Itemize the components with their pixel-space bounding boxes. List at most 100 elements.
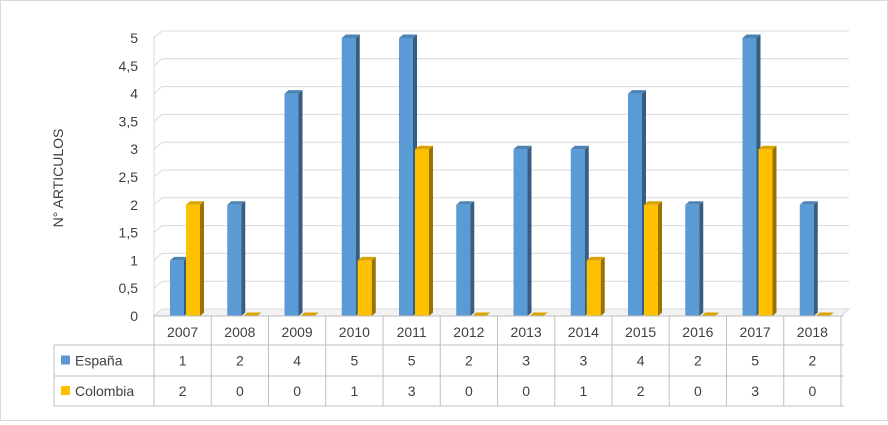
table-cell-value: 3 bbox=[751, 383, 759, 399]
bar-colombia-2008 bbox=[243, 312, 262, 316]
bar-top bbox=[513, 145, 532, 150]
bar-top bbox=[186, 201, 204, 205]
bar-top bbox=[399, 34, 417, 38]
table-cell-value: 4 bbox=[637, 353, 645, 369]
y-tick-label: 3 bbox=[130, 141, 138, 157]
gridline-side bbox=[153, 141, 163, 150]
bar-top bbox=[341, 34, 360, 38]
table-cell-value: 2 bbox=[465, 353, 473, 369]
table-cell-value: 5 bbox=[751, 353, 759, 369]
table-cell-value: 1 bbox=[179, 353, 187, 369]
table-cell-value: 2 bbox=[236, 353, 244, 369]
bar-side bbox=[355, 34, 360, 316]
bar-top bbox=[472, 312, 491, 316]
bar-colombia-2016 bbox=[701, 312, 720, 316]
bar-colombia-2012 bbox=[472, 312, 491, 316]
x-tick-label: 2013 bbox=[511, 324, 542, 340]
bar-espana-2017 bbox=[742, 34, 761, 316]
bar-front bbox=[170, 260, 184, 316]
bar-top bbox=[227, 201, 246, 205]
bar-side bbox=[241, 201, 246, 316]
x-tick-label: 2009 bbox=[282, 324, 313, 340]
bar-espana-2016 bbox=[685, 201, 704, 316]
y-tick-label: 1 bbox=[130, 252, 138, 268]
gridline-side bbox=[153, 253, 163, 261]
bar-espana-2009 bbox=[284, 90, 303, 316]
bar-top bbox=[570, 145, 589, 150]
bar-front bbox=[513, 149, 528, 316]
x-tick-label: 2017 bbox=[740, 324, 771, 340]
bar-top bbox=[415, 145, 433, 150]
bar-top bbox=[758, 145, 777, 150]
table-cell-value: 2 bbox=[637, 383, 645, 399]
table-cell-value: 0 bbox=[808, 383, 816, 399]
table-cell-value: 5 bbox=[350, 353, 358, 369]
x-tick-label: 2008 bbox=[224, 324, 255, 340]
bar-top bbox=[815, 312, 834, 316]
table-cell-value: 2 bbox=[694, 353, 702, 369]
bar-side bbox=[658, 201, 662, 316]
bar-top bbox=[701, 312, 720, 316]
y-tick-label: 2 bbox=[130, 197, 138, 213]
bar-espana-2013 bbox=[513, 145, 532, 316]
bar-side bbox=[772, 145, 777, 316]
bar-front bbox=[742, 38, 757, 316]
gridline-side bbox=[153, 197, 163, 206]
bar-colombia-2010 bbox=[357, 256, 376, 316]
x-tick-label: 2014 bbox=[568, 324, 599, 340]
y-tick-label: 0,5 bbox=[119, 280, 139, 296]
table-cell-value: 0 bbox=[522, 383, 530, 399]
legend-swatch-espana bbox=[61, 355, 70, 365]
bar-front bbox=[758, 149, 773, 316]
x-tick-label: 2012 bbox=[453, 324, 484, 340]
bar-front bbox=[284, 93, 299, 316]
bar-top bbox=[357, 256, 376, 261]
bar-front bbox=[357, 260, 372, 316]
data-table: 2007 2008 2009 2010 2011 2012 2013 2014 2015 2016… bbox=[53, 315, 844, 407]
bar-espana-2008 bbox=[227, 201, 246, 316]
y-tick-label: 4,5 bbox=[119, 58, 139, 74]
bar-side bbox=[298, 90, 303, 316]
x-tick-label: 2018 bbox=[797, 324, 828, 340]
x-tick-label: 2007 bbox=[167, 324, 198, 340]
bar-side bbox=[600, 256, 605, 316]
bar-front bbox=[399, 38, 413, 316]
bar-side bbox=[699, 201, 704, 316]
bar-front bbox=[456, 204, 471, 316]
table-cell-value: 5 bbox=[408, 353, 416, 369]
table-cell-value: 2 bbox=[179, 383, 187, 399]
table-cell-value: 3 bbox=[408, 383, 416, 399]
bar-colombia-2007 bbox=[186, 201, 204, 316]
bar-colombia-2014 bbox=[586, 256, 605, 316]
bar-espana-2012 bbox=[456, 201, 475, 316]
gridline-side bbox=[153, 58, 163, 67]
bar-top bbox=[300, 312, 319, 316]
legend-label: España bbox=[75, 353, 123, 369]
x-tick-label: 2016 bbox=[682, 324, 713, 340]
bar-espana-2010 bbox=[341, 34, 360, 316]
gridlines bbox=[152, 30, 851, 317]
bar-colombia-2009 bbox=[300, 312, 319, 316]
bar-front bbox=[799, 204, 814, 316]
bar-espana-2011 bbox=[399, 34, 417, 316]
gridline-side bbox=[153, 169, 163, 178]
bar-colombia-2011 bbox=[415, 145, 433, 316]
table-cell-value: 0 bbox=[293, 383, 301, 399]
bar-front bbox=[644, 204, 658, 316]
y-tick-label: 5 bbox=[130, 30, 138, 46]
bar-side bbox=[527, 145, 532, 316]
y-tick-label: 3,5 bbox=[119, 113, 139, 129]
table-cell-value: 4 bbox=[293, 353, 301, 369]
bar-side bbox=[371, 256, 376, 316]
table-cell-value: 0 bbox=[465, 383, 473, 399]
bar-top bbox=[243, 312, 262, 316]
legend-swatch-colombia bbox=[61, 386, 70, 395]
bar-front bbox=[415, 149, 429, 316]
bar-side bbox=[429, 145, 433, 316]
bar-top bbox=[685, 201, 704, 205]
bar-colombia-2015 bbox=[644, 201, 662, 316]
bar-espana-2007 bbox=[170, 256, 188, 316]
gridline-side bbox=[153, 114, 163, 122]
